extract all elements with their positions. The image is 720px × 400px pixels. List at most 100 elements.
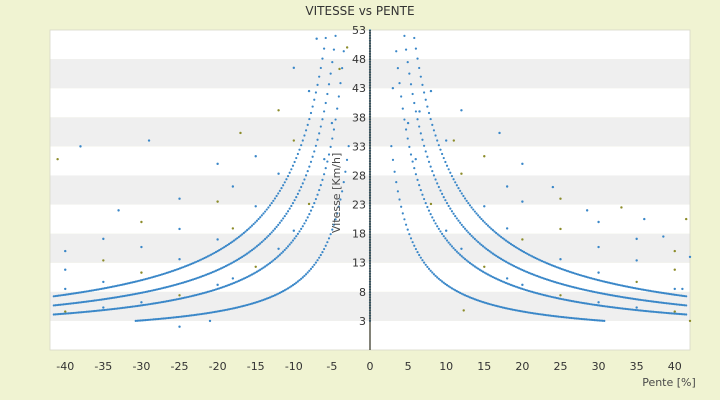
curve-point	[671, 293, 675, 296]
curve-point	[627, 297, 630, 300]
curve-point	[329, 72, 332, 75]
curve-point	[485, 272, 488, 275]
curve-point	[154, 302, 157, 305]
curve-point	[159, 301, 162, 304]
curve-point	[676, 312, 680, 315]
curve-point	[449, 243, 452, 246]
curve-point	[416, 118, 419, 121]
curve-point	[632, 286, 635, 290]
curve-point	[668, 292, 671, 296]
y-tick-label: 33	[352, 140, 366, 153]
data-point	[635, 306, 638, 309]
curve-point	[92, 289, 95, 292]
curve-point	[496, 278, 499, 281]
curve-point	[270, 202, 273, 205]
curve-point	[146, 303, 149, 306]
curve-point	[408, 233, 411, 236]
curve-point	[611, 294, 614, 297]
curve-point	[150, 318, 154, 321]
curve-point	[234, 238, 237, 241]
curve-point	[277, 292, 280, 295]
curve-point	[631, 308, 634, 311]
curve-point	[282, 250, 285, 253]
curve-point	[662, 301, 665, 304]
curve-point	[447, 204, 450, 208]
curve-point	[626, 296, 629, 299]
curve-point	[247, 275, 250, 278]
curve-point	[309, 160, 313, 163]
curve-point	[431, 123, 434, 126]
curve-point	[211, 252, 214, 255]
data-point	[462, 309, 465, 312]
curve-point	[652, 310, 655, 313]
curve-point	[170, 299, 173, 302]
curve-point	[267, 234, 270, 237]
curve-point	[321, 57, 324, 60]
curve-point	[111, 307, 114, 311]
curve-point	[408, 145, 411, 148]
curve-point	[457, 219, 460, 222]
curve-point	[128, 282, 131, 285]
curve-point	[429, 117, 432, 121]
curve-point	[562, 298, 565, 301]
curve-point	[142, 319, 146, 322]
curve-point	[513, 245, 516, 248]
curve-point	[110, 308, 113, 311]
curve-point	[447, 168, 450, 171]
curve-point	[283, 215, 286, 218]
curve-point	[459, 189, 462, 192]
curve-point	[477, 240, 480, 244]
curve-point	[155, 318, 159, 321]
curve-point	[255, 270, 259, 273]
curve-point	[488, 274, 491, 277]
curve-point	[418, 184, 421, 187]
curve-point	[455, 290, 458, 293]
curve-point	[255, 219, 259, 222]
curve-point	[324, 167, 327, 170]
x-tick-label: 30	[592, 360, 606, 373]
curve-point	[282, 217, 285, 220]
curve-point	[201, 257, 204, 260]
curve-point	[298, 148, 301, 151]
curve-point	[586, 289, 590, 292]
curve-point	[291, 164, 295, 167]
curve-point	[450, 287, 454, 290]
curve-point	[170, 316, 173, 319]
curve-point	[326, 241, 329, 244]
curve-point	[311, 265, 314, 268]
curve-point	[629, 297, 632, 300]
curve-point	[421, 138, 424, 141]
curve-point	[311, 105, 314, 108]
curve-point	[401, 107, 404, 110]
curve-point	[680, 303, 683, 306]
curve-point	[594, 303, 598, 307]
data-point	[140, 245, 143, 249]
data-point	[292, 229, 296, 232]
curve-point	[223, 265, 226, 269]
curve-point	[126, 294, 129, 297]
curve-point	[481, 219, 485, 222]
curve-point	[465, 229, 468, 232]
curve-point	[434, 274, 437, 277]
curve-point	[203, 312, 206, 315]
curve-point	[486, 273, 490, 276]
curve-point	[608, 281, 611, 284]
curve-point	[116, 284, 119, 287]
curve-point	[470, 206, 473, 209]
data-point	[597, 301, 600, 304]
curve-point	[108, 308, 111, 311]
curve-point	[671, 302, 675, 306]
curve-point	[675, 303, 678, 306]
curve-point	[304, 219, 308, 222]
curve-point	[65, 312, 69, 315]
curve-point	[432, 129, 436, 132]
curve-point	[516, 309, 519, 312]
curve-point	[606, 293, 609, 296]
curve-point	[668, 302, 671, 305]
curve-point	[141, 319, 144, 322]
curve-point	[554, 296, 557, 299]
curve-point	[598, 304, 601, 307]
curve-point	[468, 233, 472, 236]
curve-point	[637, 309, 640, 312]
curve-point	[444, 282, 447, 286]
